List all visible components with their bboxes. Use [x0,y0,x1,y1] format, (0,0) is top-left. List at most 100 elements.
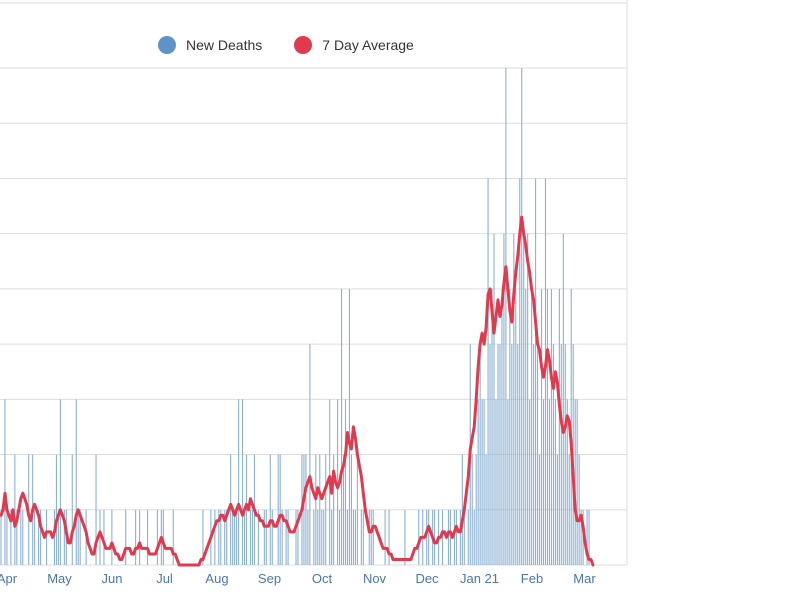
bar [57,509,59,565]
bar [531,288,533,565]
bar [537,344,539,565]
bar [505,68,507,565]
bar [348,288,351,565]
x-tick-label: Aug [205,571,228,586]
bar [325,454,327,565]
bar [307,509,309,565]
bar [487,178,489,565]
bar [533,344,535,565]
bar [354,509,356,565]
legend-item-7-day-average[interactable]: 7 Day Average [294,36,414,54]
x-tick-label: Oct [312,571,333,586]
bar [59,399,61,565]
x-tick-label: Apr [0,571,18,586]
bar [323,509,325,565]
bar [477,399,479,565]
bar [218,509,220,565]
bar [463,509,465,565]
bar [45,509,48,565]
bar [249,509,252,565]
bar [368,509,370,565]
bar [552,344,554,565]
bar [481,399,483,565]
bar [285,509,287,565]
bar [281,509,283,565]
bar [539,454,541,565]
bar [578,454,580,565]
bar [146,509,149,565]
chart-legend: New Deaths 7 Day Average [158,36,414,54]
bar [562,233,564,565]
bar [580,509,582,565]
bar [232,509,234,565]
bar [162,509,164,565]
bar [214,509,216,565]
bar [135,509,137,565]
bar [10,509,12,565]
bar [139,509,141,565]
bar [428,509,430,565]
bar [238,399,240,565]
bar [426,509,428,565]
bar [303,454,305,565]
bar [453,509,455,565]
bar [71,454,73,565]
bar [346,509,349,565]
bar [461,454,463,565]
bar [475,454,477,565]
bar [342,454,345,565]
bar [309,344,311,565]
bar [527,233,529,565]
bar [333,454,335,565]
bar [6,509,8,565]
bar [125,509,127,565]
bar [22,509,24,565]
bar [230,454,232,565]
bar [331,509,333,565]
bar [321,509,323,565]
bar [519,178,521,565]
bar [493,233,495,565]
legend-item-new-deaths[interactable]: New Deaths [158,36,262,54]
bar [501,288,503,565]
bar [271,509,273,565]
bar [455,509,457,565]
bar [550,288,552,565]
bar [279,454,281,565]
bar [588,509,590,565]
bar [556,454,558,565]
bar [507,399,509,565]
bar [546,288,549,565]
x-tick-label: Nov [363,571,387,586]
bar [319,454,321,565]
bar [226,509,228,565]
bar [202,509,204,565]
bar [535,178,537,565]
bar [156,509,158,565]
bar [449,509,451,565]
bar [525,288,527,565]
bar [317,509,319,565]
bar [234,509,236,565]
bar [362,509,364,565]
bar [297,509,299,565]
bar [245,454,248,565]
bar [542,399,545,565]
bar [560,344,562,565]
bar [540,288,543,565]
bar [20,509,22,565]
bar [95,454,97,565]
bar [515,288,517,565]
bar [55,454,57,565]
bar [40,509,42,565]
bar [79,509,81,565]
bar [404,509,406,565]
bar [315,454,317,565]
bar [467,509,469,565]
x-tick-label: May [47,571,72,586]
legend-label-7-day-average: 7 Day Average [322,37,414,53]
bar [220,509,222,565]
bar [265,509,267,565]
bar [360,509,362,565]
average-line [0,215,595,567]
